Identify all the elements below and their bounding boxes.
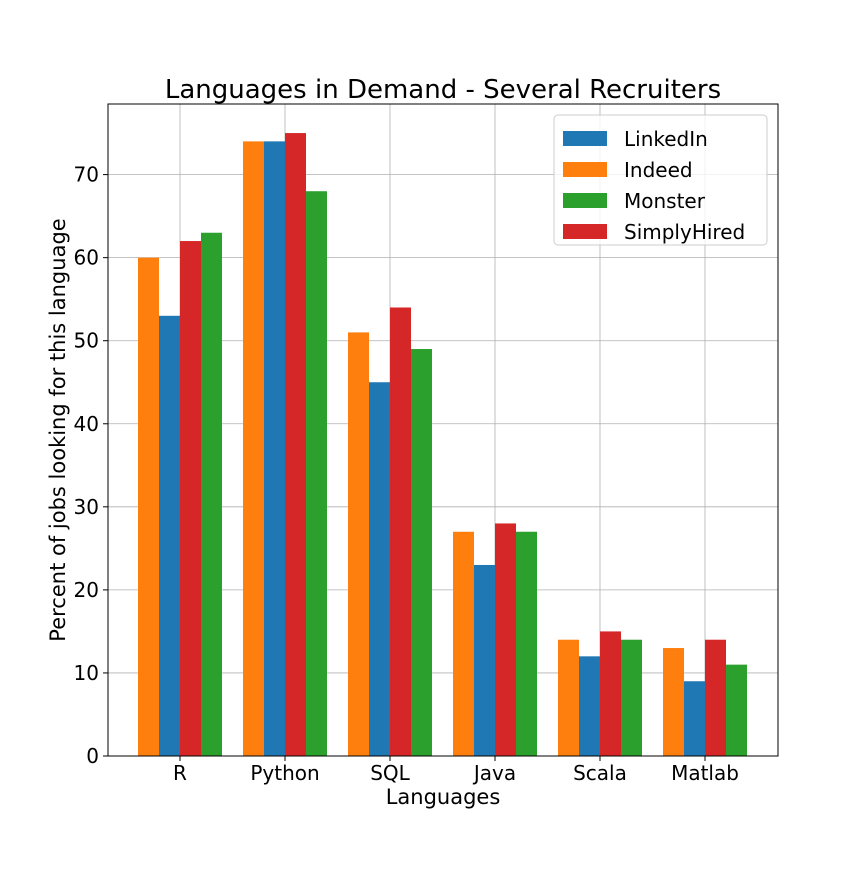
bar-monster-sql <box>411 349 432 756</box>
bar-linkedin-java <box>474 564 495 756</box>
y-tick-label: 20 <box>74 578 99 602</box>
chart-title: Languages in Demand - Several Recruiters <box>165 75 721 105</box>
legend-label-linkedin: LinkedIn <box>624 127 708 151</box>
legend-swatch-indeed <box>563 162 607 177</box>
bar-monster-java <box>516 531 537 756</box>
bar-linkedin-matlab <box>684 681 705 756</box>
bar-simplyhired-scala <box>600 631 621 756</box>
y-tick-label: 40 <box>74 412 99 436</box>
bars-layer <box>138 133 747 757</box>
x-tick-label: R <box>173 761 187 785</box>
bar-linkedin-sql <box>369 382 390 756</box>
legend-label-simplyhired: SimplyHired <box>624 220 745 244</box>
y-tick-label: 30 <box>74 495 99 519</box>
bar-monster-r <box>201 232 222 756</box>
x-tick-label: Scala <box>573 761 627 785</box>
x-tick-label: Java <box>472 761 516 785</box>
legend-label-indeed: Indeed <box>624 158 693 182</box>
y-tick-label: 70 <box>74 163 99 187</box>
x-tick-label: Matlab <box>671 761 739 785</box>
bar-simplyhired-sql <box>390 307 411 756</box>
legend-label-monster: Monster <box>624 189 706 213</box>
ticks-layer: 0 10 20 30 40 50 60 70 R Python SQL Java Scala Matlab <box>74 163 739 785</box>
bar-monster-scala <box>621 639 642 756</box>
x-axis-label: Languages <box>386 785 501 809</box>
legend-box <box>553 114 768 246</box>
bar-simplyhired-java <box>495 523 516 756</box>
bar-simplyhired-python <box>285 133 306 756</box>
y-tick-label: 0 <box>86 744 99 768</box>
bar-monster-python <box>306 191 327 756</box>
plot-frame <box>107 103 779 757</box>
legend-swatch-simplyhired <box>563 224 607 239</box>
bar-indeed-java <box>453 531 474 756</box>
bar-simplyhired-matlab <box>705 639 726 756</box>
y-tick-label: 10 <box>74 661 99 685</box>
bar-linkedin-python <box>264 141 285 756</box>
y-tick-label: 60 <box>74 246 99 270</box>
bar-simplyhired-r <box>180 241 201 757</box>
bar-linkedin-scala <box>579 656 600 756</box>
bar-indeed-sql <box>348 332 369 756</box>
bar-indeed-matlab <box>663 648 684 756</box>
bar-indeed-scala <box>558 639 579 756</box>
y-axis-label: Percent of jobs looking for this languag… <box>46 218 70 641</box>
y-tick-label: 50 <box>74 329 99 353</box>
bar-indeed-python <box>243 141 264 756</box>
x-tick-label: Python <box>250 761 319 785</box>
x-tick-label: SQL <box>370 761 410 785</box>
legend: LinkedIn Indeed Monster SimplyHired <box>553 114 768 246</box>
legend-swatch-monster <box>563 193 607 208</box>
bar-linkedin-r <box>159 315 180 756</box>
legend-swatch-linkedin <box>563 131 607 146</box>
bar-indeed-r <box>138 257 159 756</box>
bar-monster-matlab <box>726 664 747 756</box>
